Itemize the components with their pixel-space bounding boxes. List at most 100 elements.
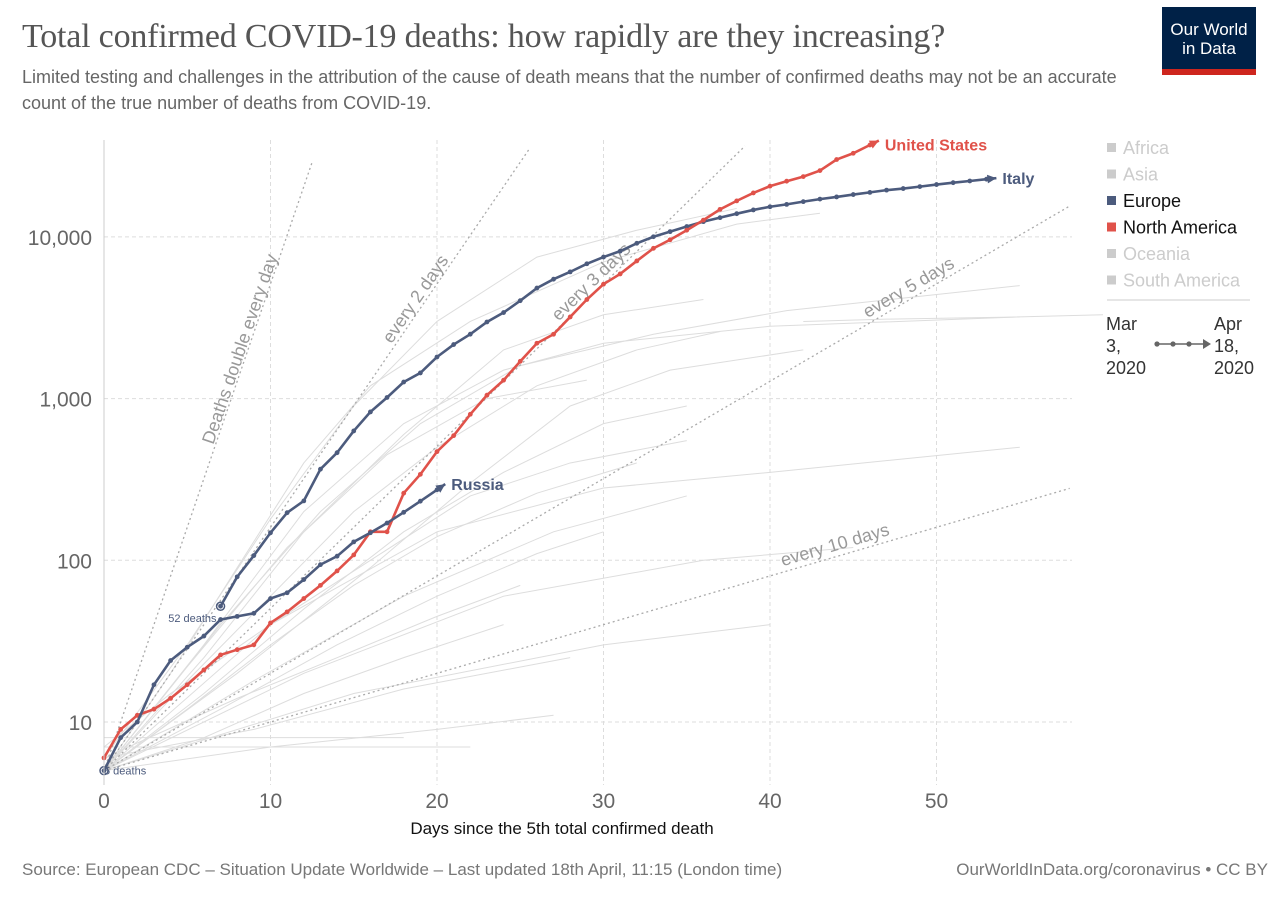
data-point [284,510,290,516]
doubling-line-label: every 2 days [378,251,452,347]
time-start-label: 3, [1106,336,1121,356]
data-point [967,178,973,184]
series-label: Italy [1002,171,1034,188]
background-country-line [103,624,504,772]
background-country-line [103,546,854,772]
data-point [434,449,440,455]
time-slider-dot [1186,341,1192,347]
start-annotation: 52 deaths [168,613,217,625]
doubling-line [103,487,1070,772]
data-point [684,227,690,233]
data-point [134,719,140,725]
doubling-line [103,162,313,771]
data-point [417,498,423,504]
legend-swatch-icon [1107,169,1116,179]
data-point [334,568,340,574]
background-country-line [103,299,704,772]
credit-link[interactable]: OurWorldInData.org/coronavirus • CC BY [956,860,1268,879]
data-point [268,530,273,536]
data-point [368,530,373,536]
doubling-line-label: every 10 days [778,519,891,570]
highlighted-series: Italy 52 deaths United States Russia 5 death… [99,138,1035,778]
legend-item-europe[interactable]: Europe [1107,191,1181,211]
legend-item-south-america[interactable]: South America [1107,271,1241,291]
doubling-line-label: every 5 days [859,253,957,322]
data-point [318,582,323,588]
data-point [218,603,223,609]
data-point [451,433,457,439]
y-tick-label: 10 [69,712,92,735]
background-country-lines [103,207,1104,772]
legend-label: Asia [1123,165,1159,185]
y-tick-label: 10,000 [28,227,92,250]
data-point [417,370,423,376]
legend-label: Europe [1123,191,1181,211]
arrow-head-icon [435,484,446,493]
data-point [334,553,340,559]
data-point [234,574,240,580]
background-country-line [103,531,604,772]
data-point [451,342,457,347]
time-end-label: Apr [1214,314,1242,334]
data-point [767,204,773,210]
data-point [800,174,806,180]
x-tick-label: 40 [758,790,781,813]
source-note: Source: European CDC – Situation Update … [22,860,783,879]
legend-label: Africa [1123,138,1170,158]
data-point [351,539,357,545]
x-tick-label: 20 [425,790,448,813]
data-point [917,184,923,190]
legend-swatch-icon [1107,249,1116,258]
time-end-label: 2020 [1214,358,1254,378]
background-country-line [103,440,687,748]
legend-item-north-america[interactable]: North America [1107,218,1238,238]
data-point [934,182,939,187]
data-point [318,562,323,568]
series-label: Russia [451,477,504,494]
data-point [201,667,207,673]
legend-item-africa[interactable]: Africa [1107,138,1170,158]
arrow-head-icon [868,140,879,149]
data-point [900,186,906,191]
data-point [251,642,257,648]
legend-swatch-icon [1107,196,1116,205]
data-point [218,617,223,622]
data-point [834,157,839,162]
owid-logo[interactable]: Our World in Data [1162,7,1256,75]
data-point [667,237,673,243]
background-country-line [803,314,1104,322]
data-point [534,285,540,291]
time-start-label: Mar [1106,314,1137,334]
data-point [368,409,373,415]
data-point [268,620,273,626]
data-point [817,168,823,174]
doubling-line [103,205,1071,772]
data-point [584,261,590,267]
data-point [534,340,540,346]
data-point [517,358,523,364]
legend-item-asia[interactable]: Asia [1107,165,1159,185]
data-point [734,198,740,204]
doubling-line [103,149,530,772]
data-point [817,196,823,202]
data-point [318,466,323,472]
data-point [651,234,656,240]
data-point [301,498,307,504]
data-point [767,183,773,189]
data-point [467,331,473,337]
background-country-line [103,331,721,772]
data-point [601,281,606,287]
time-end-label: 18, [1214,336,1239,356]
legend-swatch-icon [1107,222,1116,232]
start-annotation: 5 deaths [104,766,147,778]
data-point [201,633,207,639]
legend-item-oceania[interactable]: Oceania [1107,244,1191,264]
logo-text: Our World in Data [1170,20,1248,58]
data-point [401,509,407,515]
x-tick-label: 0 [98,790,110,813]
data-point [118,726,124,732]
data-point [501,377,506,383]
x-tick-label: 10 [259,790,282,813]
background-country-line [103,207,737,759]
